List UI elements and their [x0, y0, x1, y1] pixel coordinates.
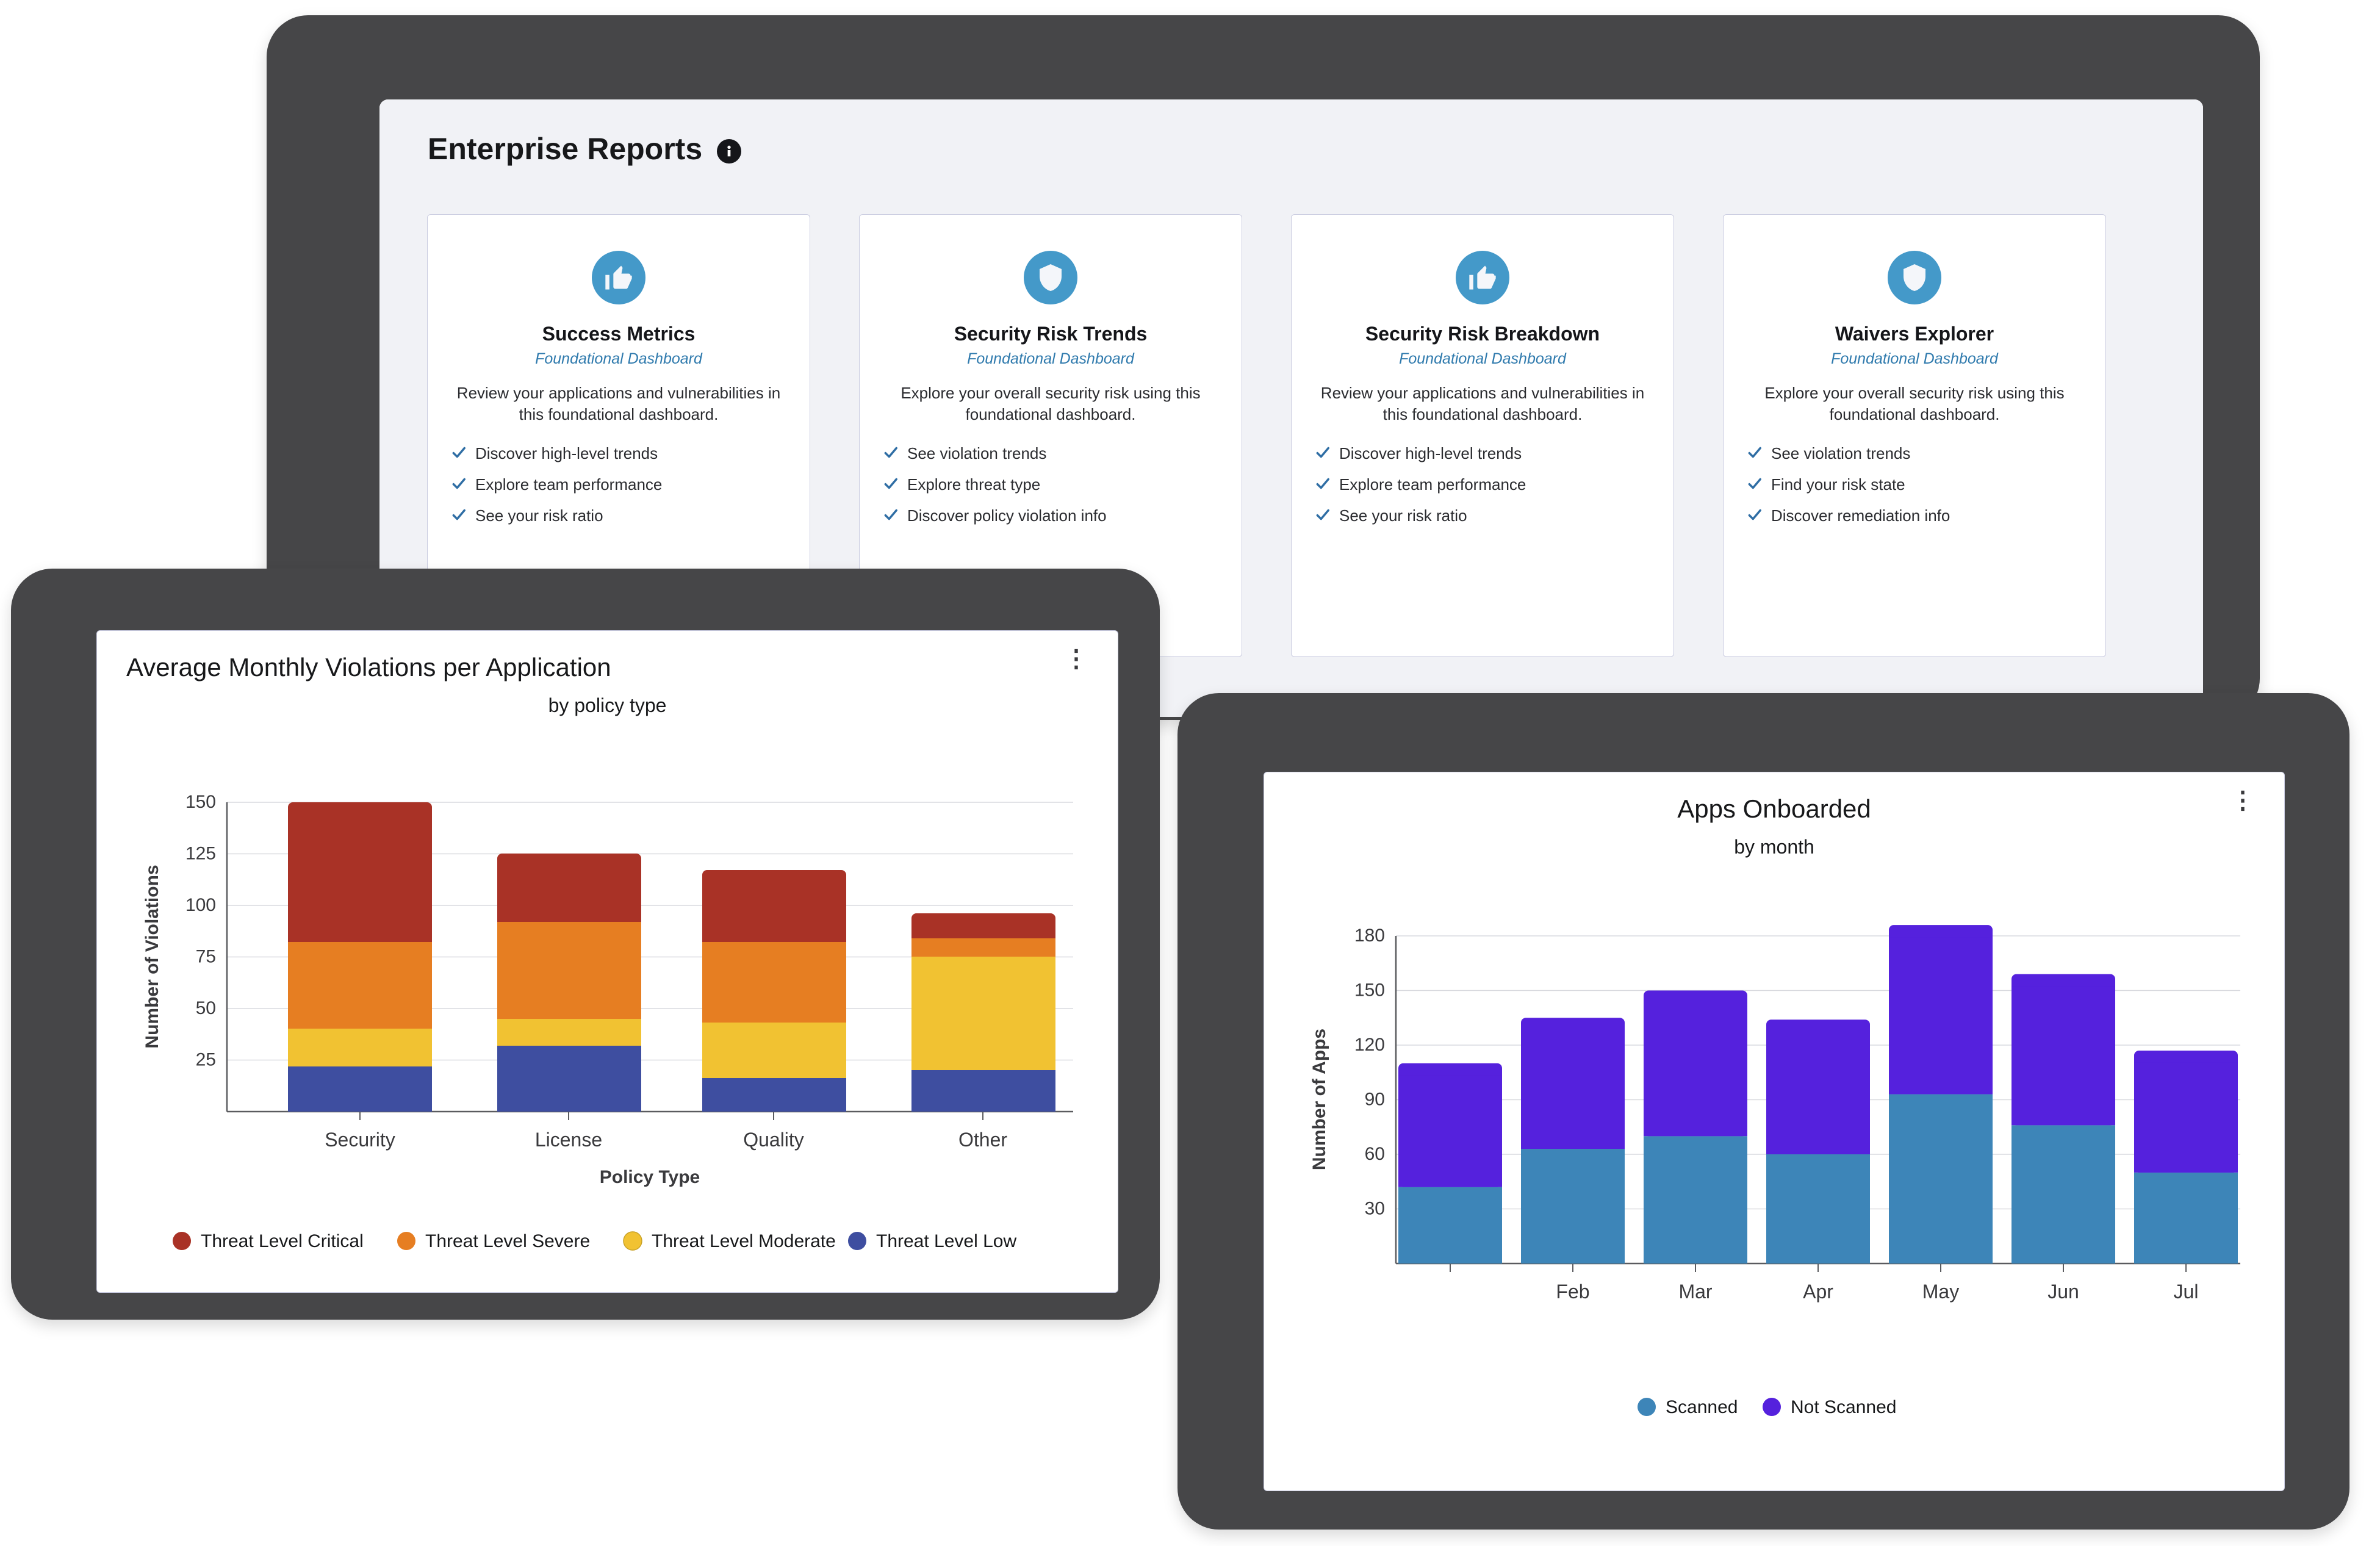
svg-text:Not Scanned: Not Scanned: [1791, 1397, 1896, 1417]
svg-text:25: 25: [196, 1050, 216, 1070]
svg-text:150: 150: [1354, 980, 1385, 1001]
svg-text:Jun: Jun: [2047, 1281, 2079, 1303]
svg-text:License: License: [535, 1129, 602, 1151]
svg-text:60: 60: [1365, 1144, 1385, 1164]
svg-text:Threat Level Low: Threat Level Low: [876, 1231, 1016, 1251]
svg-text:120: 120: [1354, 1035, 1385, 1055]
svg-text:Policy Type: Policy Type: [600, 1167, 700, 1187]
svg-text:Security: Security: [325, 1129, 395, 1151]
svg-text:90: 90: [1365, 1090, 1385, 1110]
svg-text:Threat Level Moderate: Threat Level Moderate: [652, 1231, 836, 1251]
svg-text:30: 30: [1365, 1199, 1385, 1219]
svg-text:50: 50: [196, 998, 216, 1018]
svg-text:Threat Level Severe: Threat Level Severe: [425, 1231, 590, 1251]
svg-text:Mar: Mar: [1678, 1281, 1712, 1303]
svg-text:150: 150: [185, 792, 216, 812]
svg-text:125: 125: [185, 844, 216, 864]
svg-text:Number of Apps: Number of Apps: [1309, 1029, 1329, 1170]
svg-text:75: 75: [196, 947, 216, 967]
svg-text:Number of Violations: Number of Violations: [142, 865, 162, 1048]
svg-text:Threat Level Critical: Threat Level Critical: [201, 1231, 364, 1251]
svg-text:Apr: Apr: [1803, 1281, 1833, 1303]
svg-text:Other: Other: [958, 1129, 1007, 1151]
svg-text:Feb: Feb: [1556, 1281, 1589, 1303]
svg-text:Scanned: Scanned: [1666, 1397, 1738, 1417]
svg-text:180: 180: [1354, 926, 1385, 946]
svg-text:100: 100: [185, 895, 216, 915]
svg-text:Jul: Jul: [2174, 1281, 2199, 1303]
svg-text:Quality: Quality: [743, 1129, 804, 1151]
svg-text:May: May: [1922, 1281, 1959, 1303]
